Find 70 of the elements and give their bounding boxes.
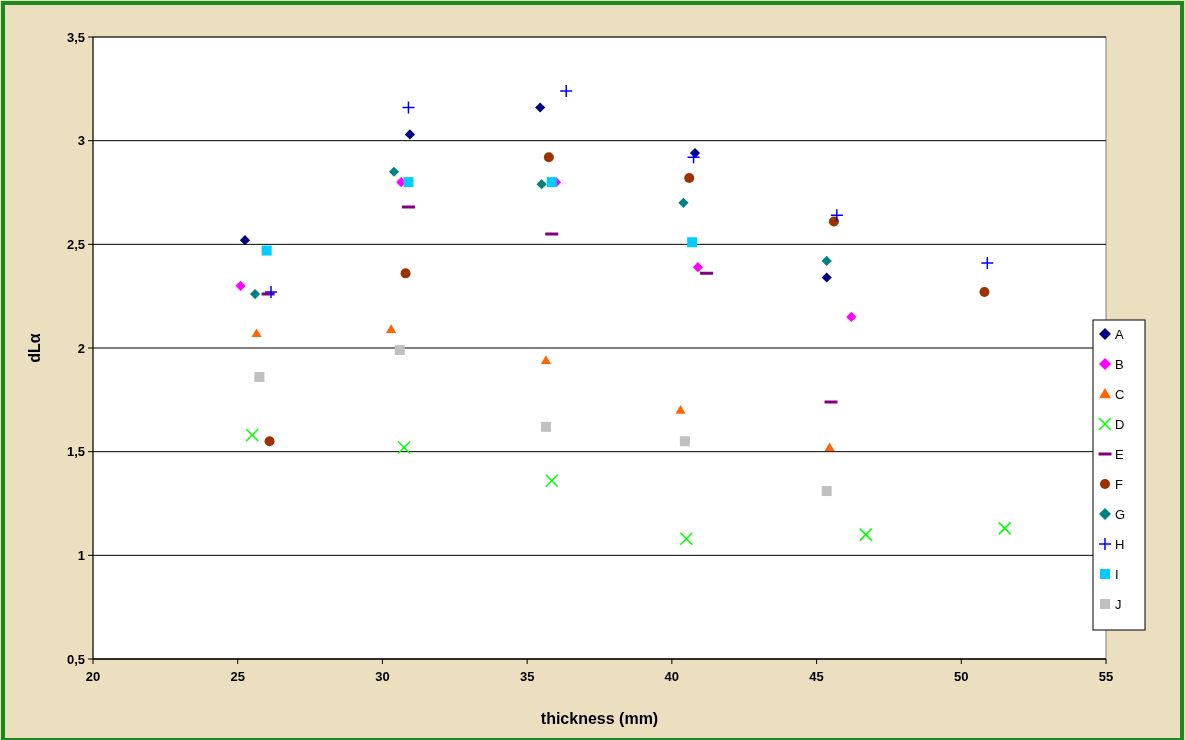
point	[239, 235, 251, 246]
point	[245, 428, 259, 442]
point	[251, 328, 262, 338]
point	[979, 287, 990, 298]
y-tick-label: 1,5	[66, 444, 85, 460]
point	[536, 179, 547, 190]
point	[404, 129, 416, 140]
point	[401, 100, 416, 115]
point	[821, 486, 832, 497]
point	[400, 268, 411, 279]
point	[535, 102, 546, 113]
y-axis-title: dLα	[26, 333, 43, 363]
point	[675, 405, 686, 414]
legend-label: J	[1115, 596, 1122, 612]
point	[386, 324, 397, 333]
legend-label: H	[1115, 536, 1125, 552]
x-tick-label: 50	[954, 669, 969, 684]
point	[679, 436, 690, 447]
y-tick-label: 2,5	[66, 236, 85, 252]
point	[235, 280, 246, 291]
point	[559, 84, 573, 98]
point	[828, 216, 839, 227]
x-tick-label: 55	[1098, 669, 1114, 684]
x-axis-title: thickness (mm)	[540, 710, 659, 727]
point	[980, 256, 995, 270]
point	[678, 197, 689, 208]
point	[859, 527, 873, 542]
point	[684, 172, 695, 183]
point	[397, 440, 411, 455]
point	[254, 372, 265, 383]
point	[264, 436, 275, 447]
legend-label: I	[1115, 566, 1119, 582]
point	[543, 152, 554, 163]
y-tick-label: 3	[77, 133, 85, 149]
point	[249, 288, 261, 300]
point	[546, 177, 557, 188]
point	[403, 177, 414, 188]
point	[821, 255, 832, 267]
point	[686, 150, 701, 164]
point	[846, 311, 857, 322]
y-tick-label: 1	[77, 547, 85, 563]
y-tick-label: 2	[77, 340, 85, 356]
point	[540, 421, 551, 432]
point	[679, 532, 694, 546]
legend-label: F	[1115, 476, 1123, 492]
point	[830, 208, 844, 223]
x-tick-label: 35	[519, 669, 535, 684]
legend-label: C	[1115, 386, 1125, 402]
point	[394, 345, 405, 356]
point	[692, 262, 704, 273]
point	[687, 237, 698, 248]
point	[544, 473, 559, 488]
point	[261, 245, 272, 256]
legend-label: G	[1115, 506, 1126, 522]
point	[540, 355, 552, 365]
x-tick-label: 45	[809, 669, 824, 684]
x-tick-label: 40	[664, 669, 680, 684]
point	[388, 166, 400, 177]
x-tick-label: 25	[230, 669, 245, 684]
y-tick-label: 3,5	[66, 29, 85, 45]
legend-label: D	[1115, 416, 1125, 432]
legend-label: E	[1115, 446, 1124, 462]
x-tick-label: 20	[85, 669, 101, 684]
point	[824, 442, 835, 452]
point	[821, 272, 832, 283]
x-tick-label: 30	[375, 669, 390, 684]
legend-label: A	[1115, 326, 1124, 342]
legend-label: B	[1115, 356, 1124, 372]
point	[997, 521, 1012, 536]
y-tick-label: 0,5	[66, 651, 85, 667]
